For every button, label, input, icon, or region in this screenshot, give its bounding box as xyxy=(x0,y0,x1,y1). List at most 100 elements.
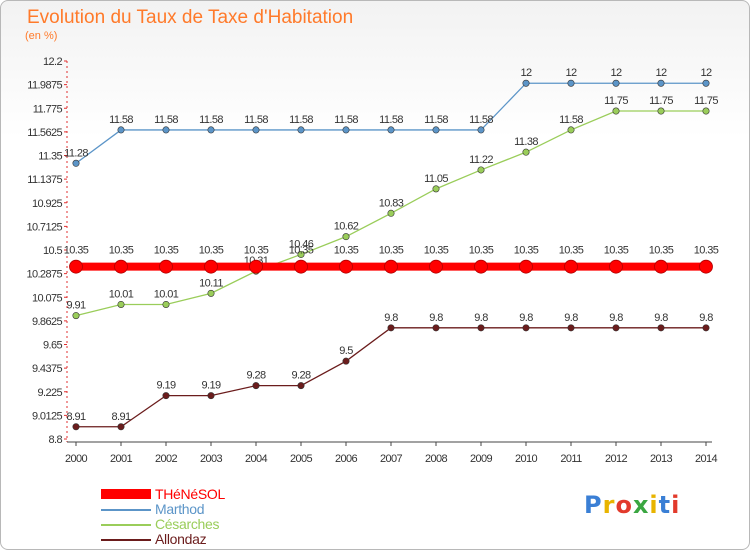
data-label: 11.58 xyxy=(289,114,313,126)
data-point xyxy=(162,392,170,400)
data-point xyxy=(477,166,485,174)
data-point xyxy=(522,148,530,156)
data-point xyxy=(342,357,350,365)
chart-subtitle: (en %) xyxy=(25,30,58,42)
data-point xyxy=(297,382,305,390)
y-tick-label: 9.4375 xyxy=(32,363,63,375)
data-point xyxy=(387,209,395,217)
legend-swatch xyxy=(101,509,151,511)
data-point xyxy=(429,259,443,274)
data-label: 11.75 xyxy=(604,95,628,107)
data-label: 11.22 xyxy=(469,154,493,166)
x-tick-label: 2008 xyxy=(425,453,448,465)
data-point xyxy=(567,126,575,134)
data-point xyxy=(294,259,308,274)
data-label: 11.75 xyxy=(694,95,718,107)
x-tick-label: 2014 xyxy=(695,453,718,465)
data-point xyxy=(387,324,395,332)
data-label: 10.35 xyxy=(154,245,179,257)
x-tick-label: 2002 xyxy=(155,453,178,465)
data-label: 9.8 xyxy=(609,312,623,324)
x-tick-label: 2007 xyxy=(380,453,403,465)
data-point xyxy=(72,312,80,320)
data-point xyxy=(477,324,485,332)
data-label: 10.35 xyxy=(469,245,494,257)
x-tick-label: 2005 xyxy=(290,453,313,465)
y-tick-label: 12.2 xyxy=(43,56,62,68)
data-point xyxy=(657,107,665,115)
data-point xyxy=(702,324,710,332)
data-label: 11.05 xyxy=(424,173,448,185)
data-point xyxy=(612,107,620,115)
data-label: 12 xyxy=(565,67,577,79)
data-point xyxy=(474,259,488,274)
data-label: 10.35 xyxy=(244,245,269,257)
legend-label: Césarches xyxy=(155,516,220,532)
data-point xyxy=(384,259,398,274)
data-label: 9.28 xyxy=(291,370,310,382)
x-tick-label: 2009 xyxy=(470,453,493,465)
data-label: 10.35 xyxy=(559,245,584,257)
data-label: 9.19 xyxy=(156,380,175,392)
x-tick-label: 2013 xyxy=(650,453,673,465)
x-tick-label: 2011 xyxy=(560,453,582,465)
y-tick-label: 8.8 xyxy=(49,434,63,446)
data-label: 11.58 xyxy=(244,114,268,126)
data-point xyxy=(162,300,170,308)
data-label: 9.5 xyxy=(339,345,353,357)
data-point xyxy=(297,250,305,258)
data-label: 10.11 xyxy=(199,277,223,289)
data-point xyxy=(72,423,80,431)
y-tick-label: 10.925 xyxy=(32,198,63,210)
series-line xyxy=(76,327,706,428)
x-tick-label: 2010 xyxy=(515,453,538,465)
data-label: 10.62 xyxy=(334,221,359,233)
y-tick-label: 9.8625 xyxy=(32,316,63,328)
x-tick-label: 2000 xyxy=(65,453,88,465)
chart-title: Evolution du Taux de Taxe d'Habitation xyxy=(27,7,354,28)
data-point xyxy=(339,259,353,274)
legend-label: THéNéSOL xyxy=(155,486,225,502)
y-tick-label: 11.775 xyxy=(33,103,63,115)
y-tick-label: 11.1375 xyxy=(27,174,62,186)
legend-label: Allondaz xyxy=(155,531,207,547)
y-tick-label: 9.65 xyxy=(43,340,62,352)
data-label: 11.28 xyxy=(64,147,88,159)
data-label: 10.35 xyxy=(64,245,89,257)
data-point xyxy=(522,324,530,332)
x-tick-label: 2001 xyxy=(110,453,133,465)
y-tick-label: 11.5625 xyxy=(27,127,62,139)
y-tick-label: 9.0125 xyxy=(32,410,63,422)
data-point xyxy=(702,107,710,115)
data-point xyxy=(567,324,575,332)
data-point xyxy=(252,382,260,390)
data-label: 10.01 xyxy=(109,288,134,300)
data-point xyxy=(117,126,125,134)
x-tick-label: 2003 xyxy=(200,453,223,465)
legend-swatch xyxy=(101,524,151,526)
data-label: 9.8 xyxy=(429,312,443,324)
data-label: 9.8 xyxy=(654,312,668,324)
data-label: 10.35 xyxy=(424,245,449,257)
data-label: 11.75 xyxy=(649,95,673,107)
proxiti-logo[interactable]: Proxiti xyxy=(584,491,681,519)
data-point xyxy=(114,259,128,274)
data-point xyxy=(519,259,533,274)
data-point xyxy=(522,79,530,87)
data-point xyxy=(432,185,440,193)
data-point xyxy=(69,259,83,274)
data-label: 10.35 xyxy=(604,245,629,257)
data-label: 11.38 xyxy=(514,136,538,148)
data-point xyxy=(654,259,668,274)
data-label: 10.01 xyxy=(154,288,179,300)
data-point xyxy=(432,126,440,134)
data-label: 11.58 xyxy=(379,114,403,126)
data-label: 9.28 xyxy=(246,370,265,382)
data-label: 10.35 xyxy=(649,245,674,257)
data-point xyxy=(612,79,620,87)
data-label: 9.8 xyxy=(699,312,713,324)
data-label: 11.58 xyxy=(559,114,583,126)
data-point xyxy=(699,259,713,274)
